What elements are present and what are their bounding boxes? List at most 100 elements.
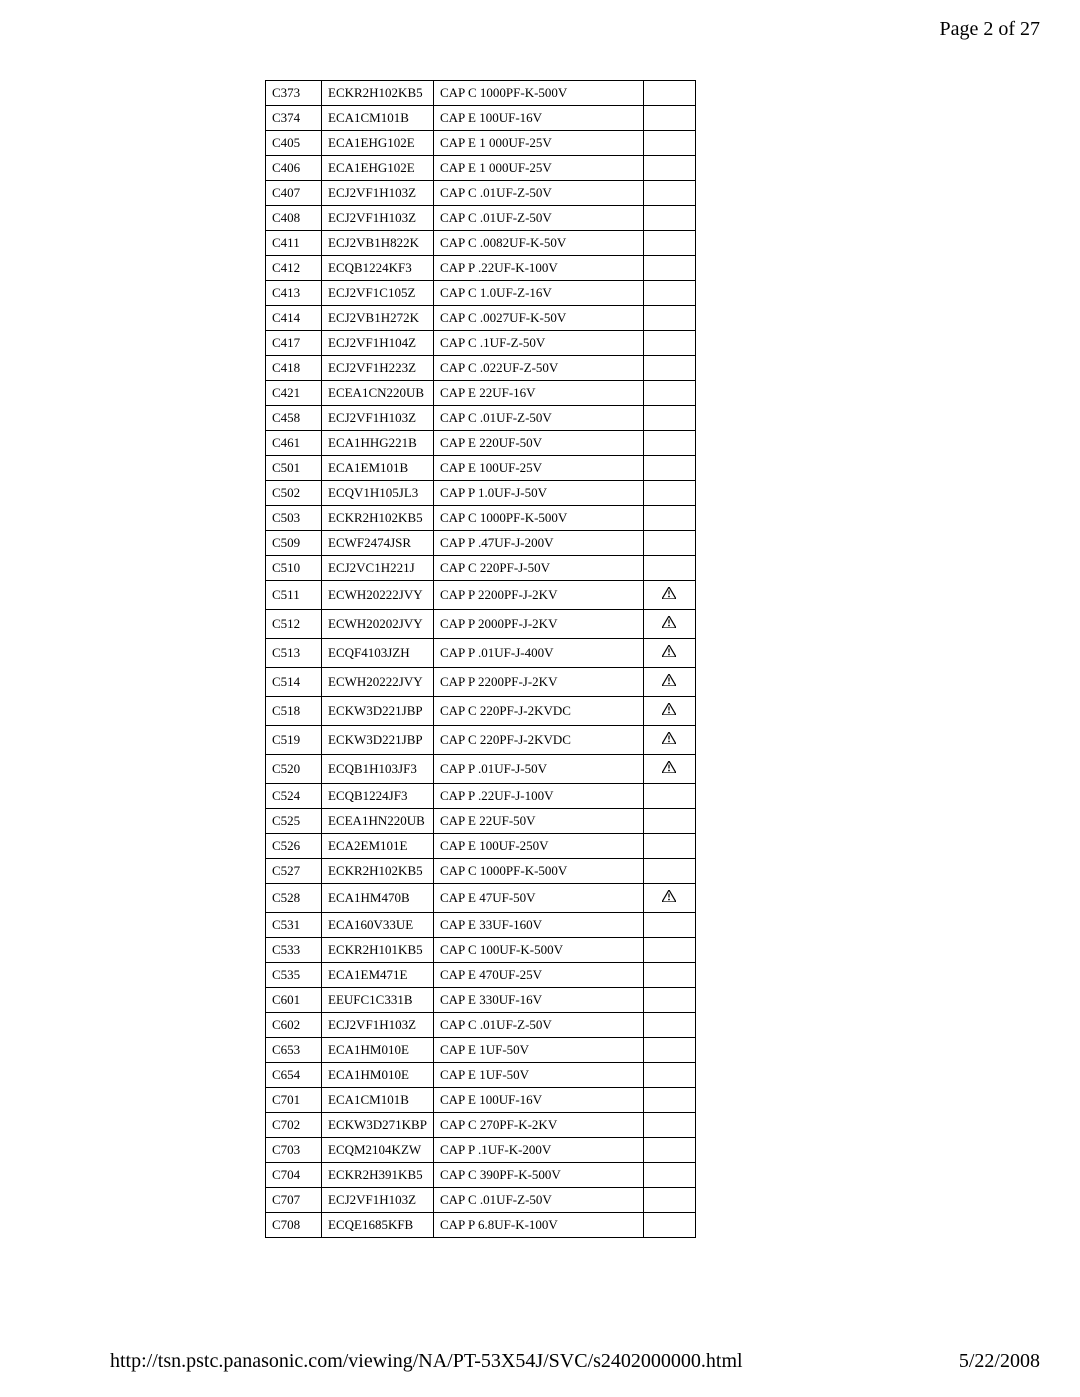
note-cell bbox=[643, 381, 695, 406]
note-cell bbox=[643, 697, 695, 726]
part-cell: ECA1EHG102E bbox=[322, 156, 434, 181]
table-row: C703ECQM2104KZWCAP P .1UF-K-200V bbox=[266, 1138, 696, 1163]
table-row: C524ECQB1224JF3CAP P .22UF-J-100V bbox=[266, 784, 696, 809]
part-cell: ECA2EM101E bbox=[322, 834, 434, 859]
part-cell: ECQV1H105JL3 bbox=[322, 481, 434, 506]
part-cell: ECEA1CN220UB bbox=[322, 381, 434, 406]
table-row: C704ECKR2H391KB5CAP C 390PF-K-500V bbox=[266, 1163, 696, 1188]
table-row: C501ECA1EM101BCAP E 100UF-25V bbox=[266, 456, 696, 481]
note-cell bbox=[643, 1038, 695, 1063]
ref-cell: C527 bbox=[266, 859, 322, 884]
table-row: C502ECQV1H105JL3CAP P 1.0UF-J-50V bbox=[266, 481, 696, 506]
desc-cell: CAP P .1UF-K-200V bbox=[433, 1138, 643, 1163]
ref-cell: C512 bbox=[266, 610, 322, 639]
note-cell bbox=[643, 556, 695, 581]
note-cell bbox=[643, 231, 695, 256]
note-cell bbox=[643, 156, 695, 181]
note-cell bbox=[643, 913, 695, 938]
part-cell: ECQB1224JF3 bbox=[322, 784, 434, 809]
part-cell: ECWH20202JVY bbox=[322, 610, 434, 639]
ref-cell: C701 bbox=[266, 1088, 322, 1113]
desc-cell: CAP E 100UF-16V bbox=[433, 106, 643, 131]
table-row: C602ECJ2VF1H103ZCAP C .01UF-Z-50V bbox=[266, 1013, 696, 1038]
warning-icon bbox=[662, 587, 676, 599]
note-cell bbox=[643, 884, 695, 913]
table-row: C373ECKR2H102KB5CAP C 1000PF-K-500V bbox=[266, 81, 696, 106]
part-cell: ECQB1H103JF3 bbox=[322, 755, 434, 784]
warning-icon bbox=[662, 890, 676, 902]
part-cell: ECKR2H102KB5 bbox=[322, 81, 434, 106]
ref-cell: C519 bbox=[266, 726, 322, 755]
warning-icon bbox=[662, 616, 676, 628]
desc-cell: CAP E 330UF-16V bbox=[433, 988, 643, 1013]
desc-cell: CAP E 470UF-25V bbox=[433, 963, 643, 988]
table-row: C509ECWF2474JSRCAP P .47UF-J-200V bbox=[266, 531, 696, 556]
desc-cell: CAP C 1000PF-K-500V bbox=[433, 81, 643, 106]
part-cell: ECEA1HN220UB bbox=[322, 809, 434, 834]
table-row: C513ECQF4103JZHCAP P .01UF-J-400V bbox=[266, 639, 696, 668]
table-row: C405ECA1EHG102ECAP E 1 000UF-25V bbox=[266, 131, 696, 156]
note-cell bbox=[643, 331, 695, 356]
table-row: C411ECJ2VB1H822KCAP C .0082UF-K-50V bbox=[266, 231, 696, 256]
table-row: C412ECQB1224KF3CAP P .22UF-K-100V bbox=[266, 256, 696, 281]
desc-cell: CAP P 1.0UF-J-50V bbox=[433, 481, 643, 506]
part-cell: ECJ2VF1H103Z bbox=[322, 1188, 434, 1213]
table-row: C708ECQE1685KFBCAP P 6.8UF-K-100V bbox=[266, 1213, 696, 1238]
table-row: C707ECJ2VF1H103ZCAP C .01UF-Z-50V bbox=[266, 1188, 696, 1213]
ref-cell: C528 bbox=[266, 884, 322, 913]
ref-cell: C374 bbox=[266, 106, 322, 131]
ref-cell: C503 bbox=[266, 506, 322, 531]
note-cell bbox=[643, 131, 695, 156]
note-cell bbox=[643, 1163, 695, 1188]
table-row: C654ECA1HM010ECAP E 1UF-50V bbox=[266, 1063, 696, 1088]
note-cell bbox=[643, 610, 695, 639]
note-cell bbox=[643, 859, 695, 884]
desc-cell: CAP E 100UF-16V bbox=[433, 1088, 643, 1113]
note-cell bbox=[643, 1013, 695, 1038]
table-row: C519ECKW3D221JBPCAP C 220PF-J-2KVDC bbox=[266, 726, 696, 755]
table-row: C512ECWH20202JVYCAP P 2000PF-J-2KV bbox=[266, 610, 696, 639]
table-row: C518ECKW3D221JBPCAP C 220PF-J-2KVDC bbox=[266, 697, 696, 726]
part-cell: ECA1HHG221B bbox=[322, 431, 434, 456]
ref-cell: C704 bbox=[266, 1163, 322, 1188]
part-cell: ECKR2H391KB5 bbox=[322, 1163, 434, 1188]
part-cell: ECA1EM101B bbox=[322, 456, 434, 481]
part-cell: ECJ2VB1H822K bbox=[322, 231, 434, 256]
desc-cell: CAP C .01UF-Z-50V bbox=[433, 181, 643, 206]
desc-cell: CAP C .022UF-Z-50V bbox=[433, 356, 643, 381]
note-cell bbox=[643, 938, 695, 963]
desc-cell: CAP C .01UF-Z-50V bbox=[433, 406, 643, 431]
ref-cell: C413 bbox=[266, 281, 322, 306]
table-row: C408ECJ2VF1H103ZCAP C .01UF-Z-50V bbox=[266, 206, 696, 231]
ref-cell: C408 bbox=[266, 206, 322, 231]
desc-cell: CAP P .01UF-J-50V bbox=[433, 755, 643, 784]
desc-cell: CAP E 220UF-50V bbox=[433, 431, 643, 456]
note-cell bbox=[643, 256, 695, 281]
table-row: C503ECKR2H102KB5CAP C 1000PF-K-500V bbox=[266, 506, 696, 531]
warning-icon bbox=[662, 645, 676, 657]
desc-cell: CAP E 100UF-25V bbox=[433, 456, 643, 481]
desc-cell: CAP P 6.8UF-K-100V bbox=[433, 1213, 643, 1238]
part-cell: ECKR2H102KB5 bbox=[322, 506, 434, 531]
ref-cell: C525 bbox=[266, 809, 322, 834]
note-cell bbox=[643, 784, 695, 809]
warning-icon bbox=[662, 732, 676, 744]
note-cell bbox=[643, 963, 695, 988]
table-row: C407ECJ2VF1H103ZCAP C .01UF-Z-50V bbox=[266, 181, 696, 206]
part-cell: ECJ2VF1H223Z bbox=[322, 356, 434, 381]
ref-cell: C703 bbox=[266, 1138, 322, 1163]
desc-cell: CAP C .01UF-Z-50V bbox=[433, 206, 643, 231]
desc-cell: CAP E 22UF-50V bbox=[433, 809, 643, 834]
part-cell: ECA160V33UE bbox=[322, 913, 434, 938]
desc-cell: CAP P 2200PF-J-2KV bbox=[433, 668, 643, 697]
part-cell: ECA1CM101B bbox=[322, 1088, 434, 1113]
ref-cell: C418 bbox=[266, 356, 322, 381]
table-row: C520ECQB1H103JF3CAP P .01UF-J-50V bbox=[266, 755, 696, 784]
table-row: C514ECWH20222JVYCAP P 2200PF-J-2KV bbox=[266, 668, 696, 697]
note-cell bbox=[643, 431, 695, 456]
note-cell bbox=[643, 506, 695, 531]
ref-cell: C412 bbox=[266, 256, 322, 281]
table-row: C458ECJ2VF1H103ZCAP C .01UF-Z-50V bbox=[266, 406, 696, 431]
note-cell bbox=[643, 1113, 695, 1138]
table-row: C525ECEA1HN220UBCAP E 22UF-50V bbox=[266, 809, 696, 834]
